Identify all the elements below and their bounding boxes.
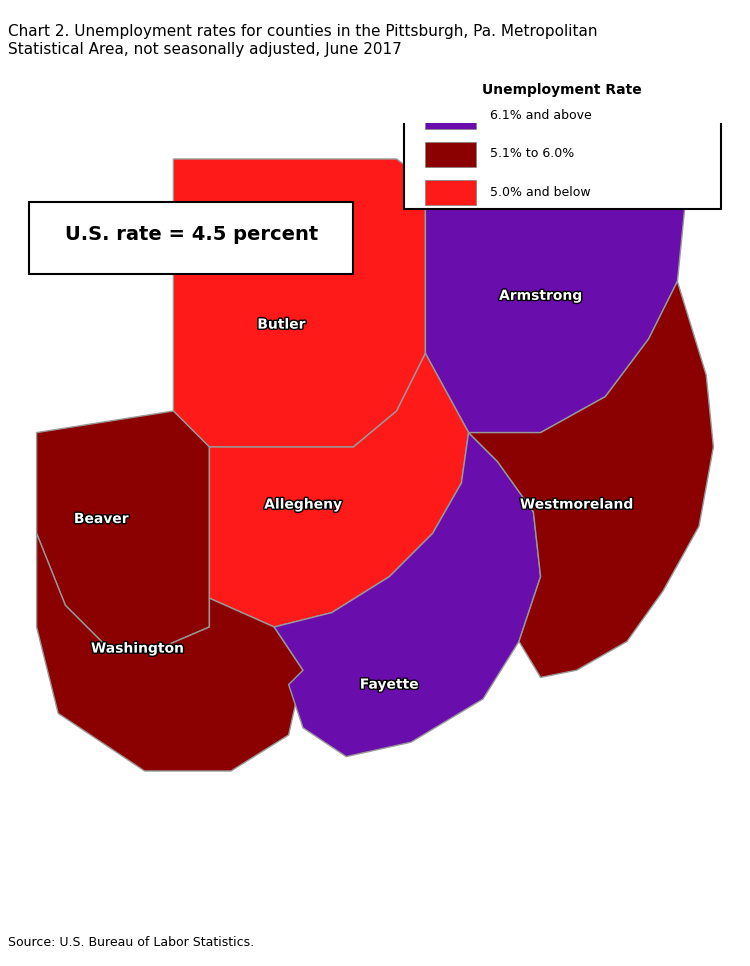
Polygon shape <box>37 411 209 648</box>
Text: 5.1% to 6.0%: 5.1% to 6.0% <box>490 148 574 160</box>
Text: Westmoreland: Westmoreland <box>520 497 633 512</box>
Polygon shape <box>425 123 685 433</box>
Text: Beaver: Beaver <box>74 512 129 526</box>
FancyBboxPatch shape <box>425 103 476 128</box>
Text: Washington: Washington <box>91 641 184 656</box>
Text: 6.1% and above: 6.1% and above <box>490 109 592 123</box>
Polygon shape <box>173 159 425 447</box>
FancyBboxPatch shape <box>425 180 476 205</box>
Text: Fayette: Fayette <box>360 677 419 692</box>
Text: Chart 2. Unemployment rates for counties in the Pittsburgh, Pa. Metropolitan
Sta: Chart 2. Unemployment rates for counties… <box>8 24 597 57</box>
Text: Allegheny: Allegheny <box>264 497 342 512</box>
FancyBboxPatch shape <box>425 142 476 167</box>
Polygon shape <box>209 354 469 627</box>
Text: Butler: Butler <box>257 318 305 331</box>
Polygon shape <box>274 433 541 756</box>
Text: U.S. rate = 4.5 percent: U.S. rate = 4.5 percent <box>64 225 318 244</box>
Text: Source: U.S. Bureau of Labor Statistics.: Source: U.S. Bureau of Labor Statistics. <box>8 936 254 949</box>
FancyBboxPatch shape <box>404 66 721 210</box>
Text: Armstrong: Armstrong <box>499 289 582 302</box>
FancyBboxPatch shape <box>29 202 353 274</box>
Text: Unemployment Rate: Unemployment Rate <box>482 83 642 98</box>
Polygon shape <box>469 281 713 677</box>
Polygon shape <box>37 533 303 771</box>
Text: 5.0% and below: 5.0% and below <box>490 185 591 199</box>
